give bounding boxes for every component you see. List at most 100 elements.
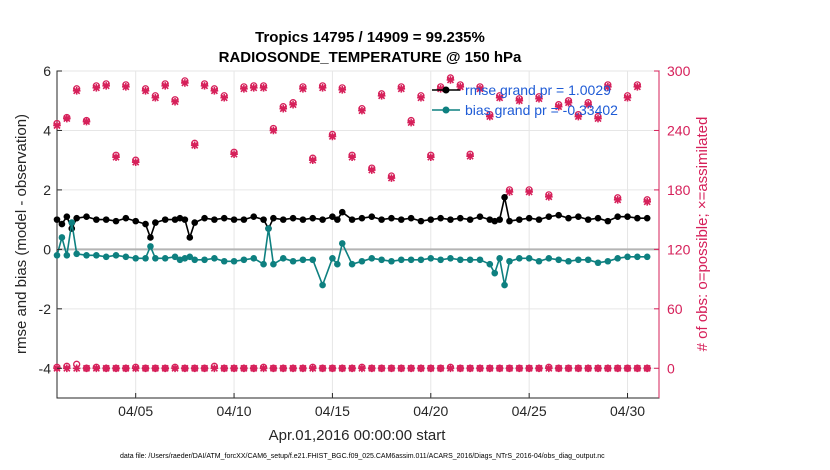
y-axis-label-left: rmse and bias (model - observation) bbox=[13, 114, 30, 354]
obs-assimilated-marker bbox=[279, 104, 288, 113]
chart-title: Tropics 14795 / 14909 = 99.235% bbox=[255, 29, 485, 46]
x-tick-label: 04/25 bbox=[512, 403, 547, 419]
bias-point bbox=[299, 256, 307, 264]
bias-point bbox=[486, 260, 494, 268]
rmse-point bbox=[506, 217, 513, 225]
rmse-point bbox=[457, 214, 464, 222]
rmse-point bbox=[496, 216, 503, 223]
obs-assimilated-marker bbox=[190, 141, 199, 150]
obs-assimilated-marker bbox=[338, 86, 347, 94]
bias-point bbox=[309, 256, 317, 264]
obs-assimilated-marker bbox=[456, 364, 465, 373]
obs-assimilated-marker bbox=[151, 93, 160, 102]
plot-area: 04/05 04/10 04/15 04/20 04/25 04/30-4-2024606… bbox=[39, 63, 691, 419]
obs-assimilated-marker bbox=[269, 126, 278, 135]
rmse-point bbox=[132, 217, 139, 225]
rmse-point bbox=[186, 234, 194, 241]
obs-assimilated-marker bbox=[604, 83, 612, 91]
rmse-point bbox=[161, 216, 169, 223]
y-right-tick-label: 0 bbox=[667, 360, 675, 376]
obs-assimilated-marker bbox=[63, 364, 71, 373]
obs-assimilated-marker bbox=[63, 114, 71, 123]
bias-point bbox=[545, 254, 553, 262]
rmse-point bbox=[501, 194, 508, 201]
legend-rmse-label: rmse grand pr = 1.0029 bbox=[465, 82, 611, 98]
bias-point bbox=[614, 254, 621, 262]
rmse-point bbox=[319, 216, 326, 223]
obs-assimilated-marker bbox=[643, 198, 651, 206]
y-left-tick-label: 6 bbox=[43, 63, 51, 79]
rmse-point bbox=[535, 216, 543, 223]
rmse-point bbox=[476, 213, 484, 220]
obs-assimilated-marker bbox=[181, 79, 189, 87]
obs-assimilated-marker bbox=[289, 100, 297, 109]
rmse-point bbox=[270, 214, 277, 222]
obs-assimilated-marker bbox=[72, 364, 81, 373]
bias-point bbox=[161, 254, 169, 262]
rmse-point bbox=[58, 220, 66, 228]
obs-assimilated-marker bbox=[397, 85, 406, 93]
obs-assimilated-marker bbox=[554, 102, 563, 111]
obs-assimilated-marker bbox=[574, 364, 583, 373]
x-tick-label: 04/10 bbox=[217, 403, 252, 419]
axes: 04/05 04/10 04/15 04/20 04/25 04/30-4-2024606… bbox=[39, 63, 691, 419]
obs-assimilated-marker bbox=[358, 364, 366, 373]
obs-assimilated-marker bbox=[633, 83, 642, 91]
rmse-point bbox=[378, 216, 385, 223]
obs-assimilated-marker bbox=[240, 85, 248, 93]
y-right-tick-label: 120 bbox=[667, 241, 691, 257]
bias-point bbox=[447, 254, 454, 262]
obs-assimilated-marker bbox=[476, 85, 484, 93]
y-left-tick-label: -4 bbox=[39, 360, 52, 376]
obs-assimilated-marker bbox=[584, 364, 592, 373]
obs-assimilated-marker bbox=[466, 364, 474, 373]
bias-point bbox=[555, 256, 562, 264]
obs-assimilated-marker bbox=[426, 364, 435, 373]
obs-assimilated-marker bbox=[515, 96, 524, 105]
rmse-point bbox=[53, 216, 61, 223]
obs-assimilated-marker bbox=[564, 98, 573, 107]
bias-point bbox=[147, 243, 154, 250]
rmse-point bbox=[525, 214, 533, 222]
rmse-point bbox=[142, 220, 149, 228]
obs-assimilated-marker bbox=[200, 364, 209, 373]
obs-assimilated-marker bbox=[505, 188, 514, 196]
bias-point bbox=[368, 254, 376, 262]
obs-assimilated-marker bbox=[161, 82, 170, 90]
obs-assimilated-marker bbox=[220, 93, 229, 102]
obs-assimilated-marker bbox=[181, 364, 189, 373]
obs-assimilated-marker bbox=[82, 117, 91, 126]
obs-assimilated-marker bbox=[289, 364, 297, 373]
obs-assimilated-marker bbox=[535, 94, 543, 103]
x-axis-label: Apr.01,2016 00:00:00 start bbox=[269, 427, 447, 444]
obs-assimilated-marker bbox=[299, 85, 307, 93]
y-axis-label-right: # of obs: o=possible; ×=assimilated bbox=[694, 117, 711, 352]
obs-assimilated-marker bbox=[328, 132, 337, 141]
obs-assimilated-marker bbox=[259, 84, 268, 92]
bias-point bbox=[58, 234, 66, 241]
rmse-point bbox=[466, 216, 474, 223]
bias-point bbox=[279, 254, 287, 262]
rmse-point bbox=[417, 217, 425, 225]
bias-point bbox=[220, 257, 228, 265]
rmse-point bbox=[334, 216, 341, 223]
obs-assimilated-marker bbox=[210, 87, 219, 95]
obs-assimilated-marker bbox=[643, 364, 651, 373]
obs-assimilated-marker bbox=[515, 364, 524, 373]
rmse-point bbox=[407, 214, 415, 222]
y-left-tick-label: 4 bbox=[43, 122, 51, 138]
obs-assimilated-marker bbox=[545, 364, 553, 373]
bias-point bbox=[378, 256, 385, 264]
obs-assimilated-marker bbox=[486, 364, 494, 373]
rmse-point bbox=[289, 214, 297, 222]
bias-point bbox=[329, 254, 336, 262]
rmse-point bbox=[250, 213, 258, 220]
bias-point bbox=[53, 252, 61, 259]
x-tick-label: 04/30 bbox=[610, 403, 645, 419]
y-left-tick-label: 0 bbox=[43, 241, 51, 257]
obs-assimilated-marker bbox=[200, 82, 209, 90]
rmse-point bbox=[220, 214, 228, 222]
obs-assimilated-marker bbox=[564, 364, 573, 373]
bias-point bbox=[634, 253, 641, 261]
data-file-footer: data file: /Users/raeder/DAI/ATM_forcXX/… bbox=[120, 453, 605, 460]
